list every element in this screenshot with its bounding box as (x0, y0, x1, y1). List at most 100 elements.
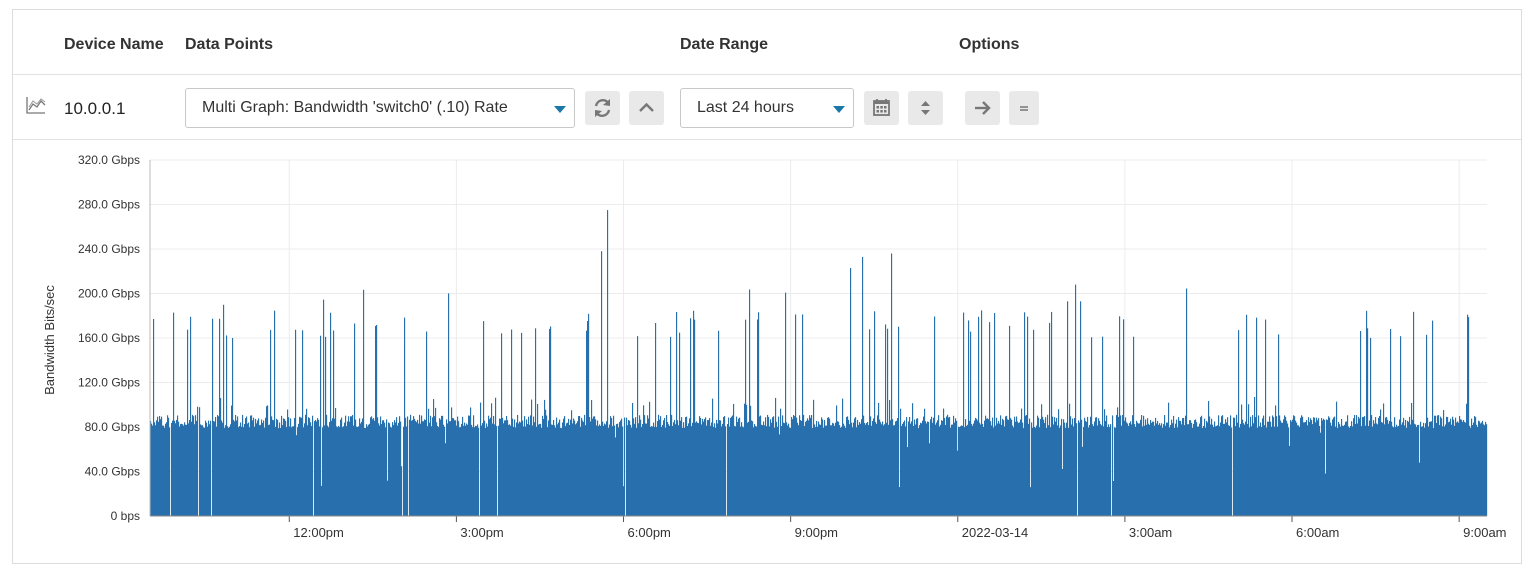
bandwidth-bar (1001, 424, 1003, 516)
bandwidth-bar (972, 425, 974, 516)
bandwidth-bar (762, 425, 764, 516)
bandwidth-bar (199, 407, 201, 516)
bandwidth-bar (883, 425, 885, 516)
bandwidth-bar (414, 418, 416, 516)
bandwidth-bar (1321, 418, 1323, 516)
bandwidth-bar (370, 417, 372, 516)
bandwidth-bar (474, 427, 476, 516)
bandwidth-bar (318, 419, 320, 516)
y-tick-label: 40.0 Gbps (85, 465, 140, 479)
bandwidth-bar (942, 420, 944, 516)
bandwidth-bar (832, 422, 834, 516)
bandwidth-bar (1082, 446, 1084, 516)
bandwidth-bar (1212, 424, 1214, 516)
bandwidth-bar (464, 422, 466, 516)
collapse-button[interactable] (629, 91, 664, 125)
bandwidth-bar (699, 416, 701, 516)
bandwidth-bar (1262, 418, 1264, 516)
bandwidth-bar (335, 408, 337, 516)
bandwidth-bar (151, 423, 153, 516)
bandwidth-bar (1184, 425, 1186, 516)
bandwidth-bar (1463, 420, 1465, 516)
bandwidth-bar (1042, 416, 1044, 516)
bandwidth-bar (1248, 404, 1250, 516)
bandwidth-bar (1228, 425, 1230, 516)
bandwidth-bar (487, 426, 489, 516)
bandwidth-bar (236, 420, 238, 516)
bandwidth-bar (157, 416, 159, 516)
bandwidth-bar (754, 424, 756, 516)
bandwidth-bar (955, 418, 957, 516)
bandwidth-bar (1018, 423, 1020, 516)
bandwidth-bar (418, 423, 420, 516)
bandwidth-bar (917, 418, 919, 516)
bandwidth-bar (1356, 415, 1358, 516)
bandwidth-bar (1156, 423, 1158, 516)
bandwidth-bar (1352, 426, 1354, 516)
bandwidth-bar (1038, 417, 1040, 516)
bandwidth-bar (288, 417, 290, 516)
refresh-button[interactable] (585, 91, 620, 125)
bandwidth-bar (194, 424, 196, 516)
bandwidth-bar (897, 418, 899, 516)
chevron-down-icon (833, 106, 845, 113)
bandwidth-bar (966, 425, 968, 516)
calendar-button[interactable] (864, 91, 899, 125)
menu-button[interactable] (1009, 91, 1039, 125)
bandwidth-bar (712, 398, 714, 516)
bandwidth-bar (1403, 417, 1405, 516)
bandwidth-bar (560, 427, 562, 516)
bandwidth-bar (896, 420, 898, 516)
bandwidth-bar (931, 416, 933, 516)
bandwidth-bar (938, 415, 940, 516)
bandwidth-bar (173, 312, 175, 516)
bandwidth-bar (594, 416, 596, 516)
bandwidth-bar (597, 420, 599, 516)
forward-button[interactable] (965, 91, 1000, 125)
bandwidth-bar (1361, 426, 1363, 516)
bandwidth-bar (507, 420, 509, 516)
bandwidth-bar (810, 417, 812, 516)
bandwidth-bar (498, 425, 500, 516)
bandwidth-bar (1006, 415, 1008, 516)
data-point-select[interactable]: Multi Graph: Bandwidth 'switch0' (.10) R… (185, 88, 575, 128)
bandwidth-bar (431, 426, 433, 516)
date-range-select[interactable]: Last 24 hours (680, 88, 854, 128)
bandwidth-bar (1283, 419, 1285, 516)
bandwidth-chart: 0 bps 40.0 Gbps 80.0 Gbps 120.0 Gbps 160.0 G… (42, 153, 1507, 540)
bandwidth-bar (877, 415, 879, 516)
bandwidth-bar (218, 416, 220, 516)
bandwidth-bar (806, 420, 808, 516)
bandwidth-bar (567, 422, 569, 516)
bandwidth-bar (458, 421, 460, 516)
bandwidth-bar (568, 418, 570, 516)
bandwidth-bar (367, 426, 369, 516)
bandwidth-bar (1166, 422, 1168, 516)
bandwidth-bar (958, 426, 960, 516)
bandwidth-bar (977, 420, 979, 516)
bandwidth-bar (604, 423, 606, 516)
bandwidth-bar (406, 426, 408, 516)
bandwidth-bar (1297, 425, 1299, 516)
bandwidth-bar (351, 416, 353, 516)
bandwidth-bar (1207, 422, 1209, 516)
bandwidth-bar (299, 416, 301, 516)
bandwidth-bar (946, 416, 948, 516)
bandwidth-bar (1330, 422, 1332, 516)
bandwidth-bar (840, 427, 842, 516)
bandwidth-bar (304, 423, 306, 516)
bandwidth-bar (160, 419, 162, 516)
bandwidth-bar (648, 418, 650, 516)
bandwidth-bar (520, 422, 522, 516)
bandwidth-bar (826, 425, 828, 516)
sort-button[interactable] (908, 91, 943, 125)
bandwidth-bar (809, 415, 811, 516)
bandwidth-bar (782, 415, 784, 516)
bandwidth-bar (923, 416, 925, 516)
bandwidth-bar (437, 426, 439, 516)
bandwidth-bar (748, 421, 750, 516)
bandwidth-bar (1378, 417, 1380, 516)
bandwidth-bar (450, 421, 452, 516)
bandwidth-bar (996, 417, 998, 516)
bandwidth-bar (715, 427, 717, 516)
